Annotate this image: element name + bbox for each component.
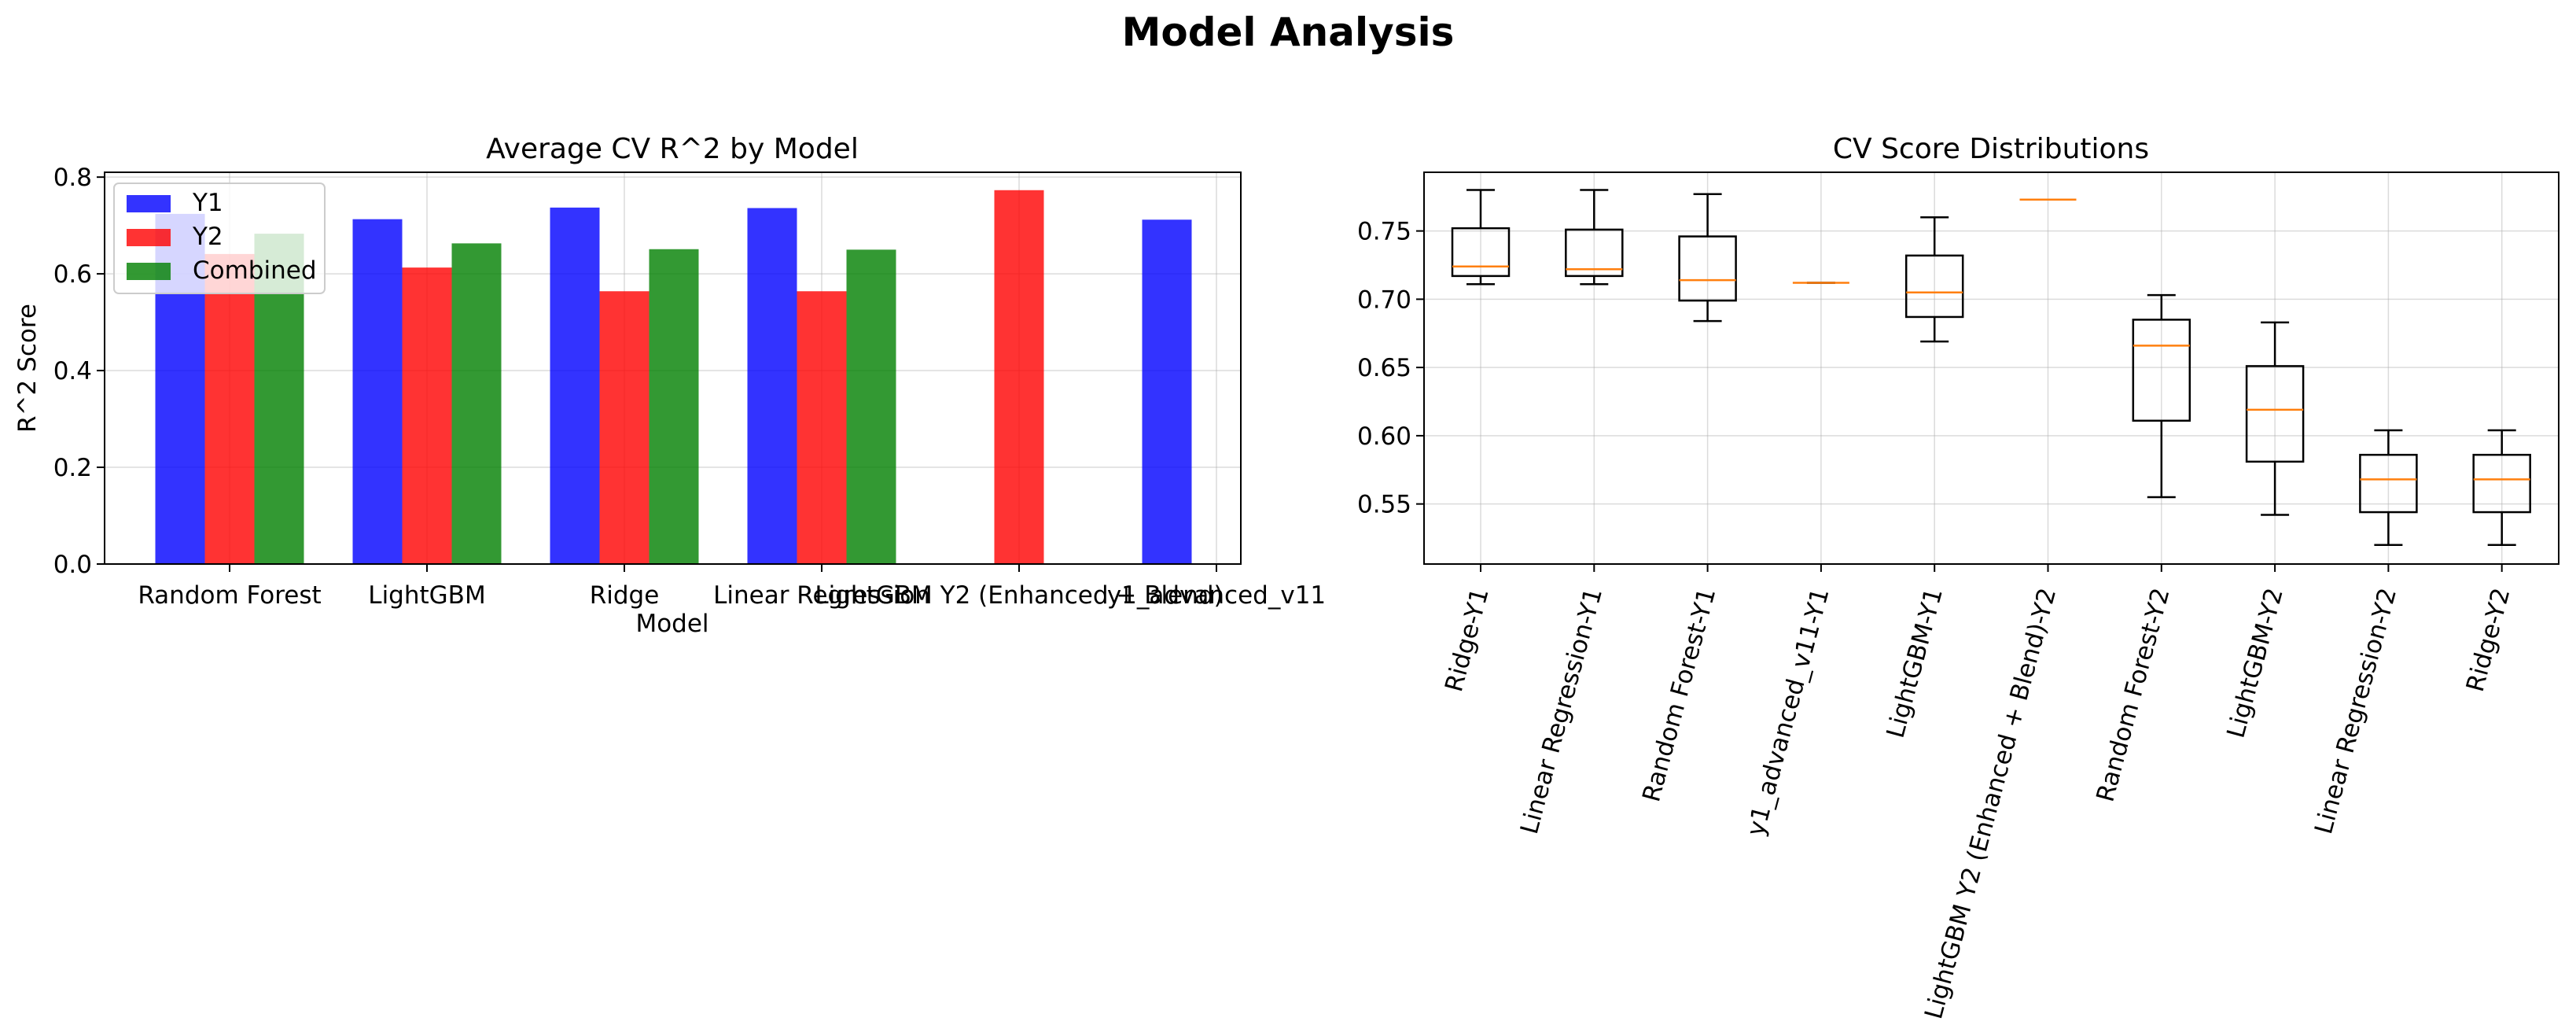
bar-y1-1 [352,219,403,564]
legend-swatch-y2 [127,229,171,246]
box-x-tick-label: Linear Regression-Y1 [1515,585,1608,837]
box-body [1904,254,1964,319]
box-plot-title: CV Score Distributions [1833,133,2149,165]
box-x-tick-label: Linear Regression-Y2 [2309,585,2402,837]
bar-combined-3 [846,249,896,564]
bar-y-tick-label: 0.8 [53,164,92,192]
box-body [1565,228,1624,278]
box-y-tick-label: 0.70 [1357,286,1411,314]
box-4 [1904,216,1964,343]
box-body [1678,235,1737,302]
bar-y2-0 [204,253,255,564]
bar-y-tick-label: 0.4 [53,357,92,385]
box-x-tick-label: LightGBM-Y1 [1882,585,1949,741]
box-x-tick-label: Random Forest-Y1 [1637,585,1721,805]
box-2 [1678,193,1737,323]
bar-y2-4 [994,190,1044,564]
box-8 [2359,429,2418,546]
box-plot-panel: CV Score Distributions 0.550.600.650.700… [1357,133,2559,1022]
bar-y1-5 [1142,219,1192,564]
box-y-tick-label: 0.75 [1357,218,1411,246]
box-body [2132,319,2191,422]
bar-x-tick-label: Linear Regression [713,581,930,610]
bar-x-tick-label: Ridge [590,581,660,610]
bar-y2-1 [402,267,452,564]
box-body [2359,453,2418,514]
box-body [2472,453,2531,514]
bar-chart-x-label: Model [635,610,708,638]
bar-y1-3 [747,208,797,564]
box-body [2245,365,2305,463]
box-x-tick-label: Ridge-Y1 [1440,585,1495,695]
bar-y-tick-label: 0.0 [53,551,92,579]
box-0 [1451,189,1511,286]
bar-chart-title: Average CV R^2 by Model [486,133,859,165]
box-9 [2472,429,2531,546]
box-plot-grid [1424,172,2559,564]
box-7 [2245,321,2305,516]
bar-chart-y-ticks: 0.0 0.2 0.4 0.6 0.8 [53,164,105,579]
legend-swatch-combined [127,263,171,280]
box-1 [1565,189,1624,286]
box-plot-x-ticks: Ridge-Y1 Linear Regression-Y1 Random Fores… [1440,564,2515,1022]
bar-y2-2 [599,291,650,564]
bar-x-tick-label: LightGBM [368,581,485,610]
legend-label-combined: Combined [193,256,317,285]
bar-combined-2 [649,249,699,564]
bar-chart-frame [104,171,1242,565]
legend-label-y1: Y1 [192,189,223,217]
box-plot-boxes [1451,189,2531,546]
legend-label-y2: Y2 [192,223,223,251]
bar-combined-1 [451,243,502,564]
bar-chart-y-label: R^2 Score [13,304,42,433]
box-plot-y-ticks: 0.55 0.60 0.65 0.70 0.75 [1357,218,1424,519]
box-y-tick-label: 0.55 [1357,491,1411,519]
bar-chart-panel: Average CV R^2 by Model 0.00.20.40.60.8 … [13,133,1326,638]
bar-chart-x-ticks: Random Forest LightGBM Ridge Linear Regress… [138,564,1326,610]
bar-x-tick-label: Random Forest [138,581,321,610]
box-y-tick-label: 0.60 [1357,422,1411,451]
box-y-tick-label: 0.65 [1357,354,1411,382]
bar-x-tick-label: LightGBM Y2 (Enhanced + Blend) [815,581,1223,610]
box-6 [2132,293,2191,499]
figure-title: Model Analysis [1122,9,1455,55]
box-body [1451,227,1511,278]
box-x-tick-label: Ridge-Y2 [2461,585,2516,695]
bar-y2-3 [797,291,847,564]
box-x-tick-label: y1_advanced_v11-Y1 [1742,585,1835,839]
box-x-tick-label: Random Forest-Y2 [2091,585,2175,805]
bar-y-tick-label: 0.6 [53,260,92,289]
legend-swatch-y1 [127,195,171,212]
bar-x-tick-label: y1_advanced_v11 [1107,581,1326,610]
bar-y1-2 [550,207,600,564]
box-x-tick-label: LightGBM-Y2 [2221,585,2288,741]
bar-chart-legend: Y1 Y2 Combined [113,183,326,294]
bar-y-tick-label: 0.2 [53,454,92,482]
box-x-tick-label: LightGBM Y2 (Enhanced + Blend)-Y2 [1919,585,2062,1022]
